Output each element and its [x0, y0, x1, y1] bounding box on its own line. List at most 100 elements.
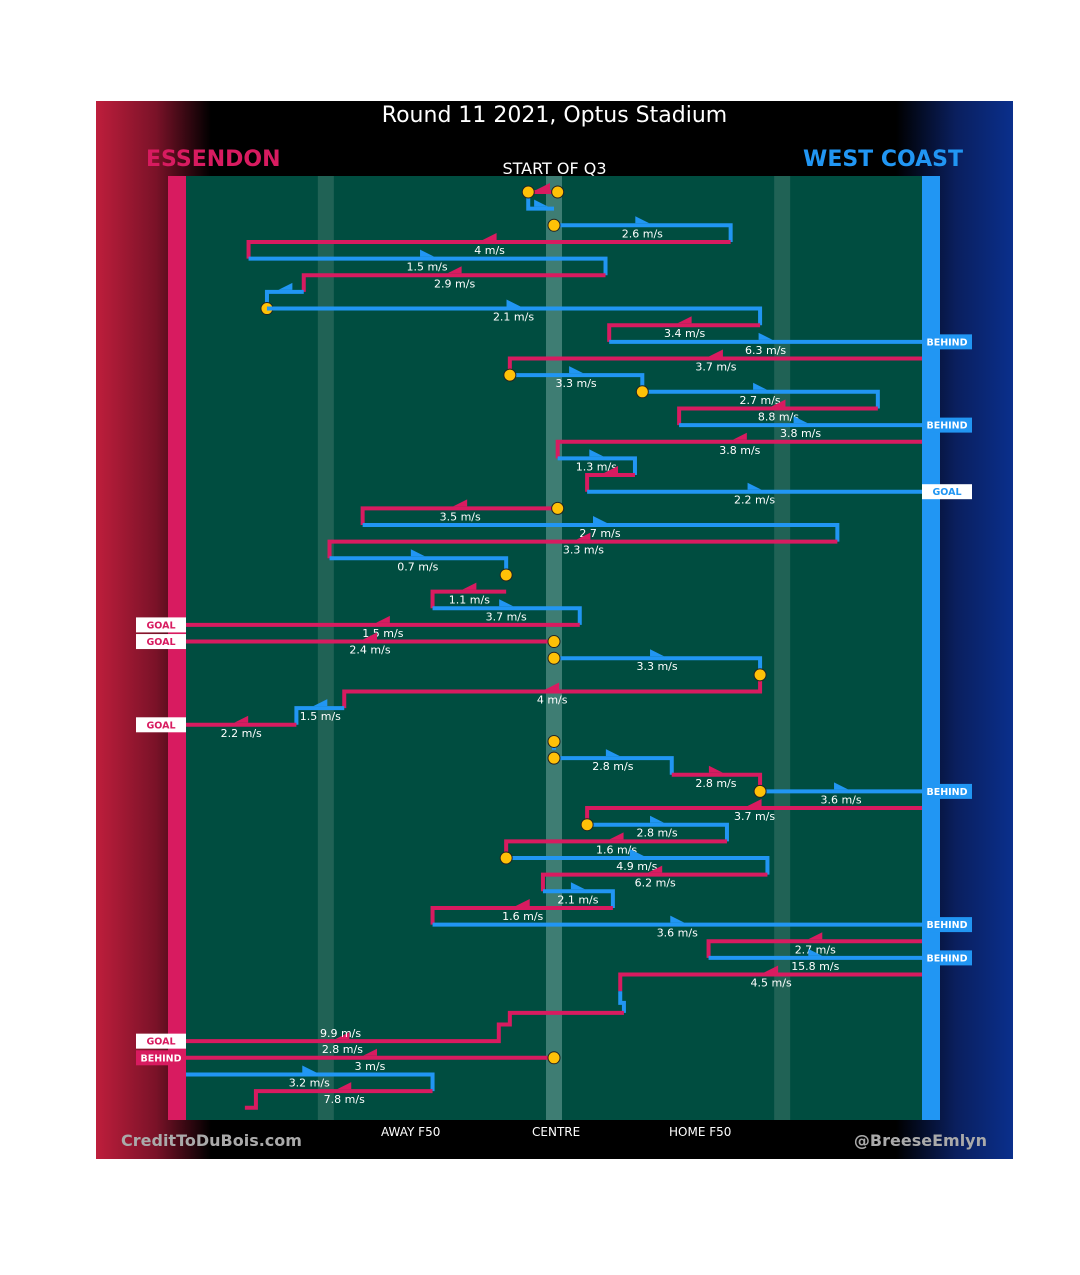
chain-line-45: [618, 972, 922, 992]
chain-arrow-16: [589, 449, 604, 457]
chain-speed-label-2: 2.6 m/s: [622, 227, 663, 240]
home-f50-band: [774, 176, 791, 1120]
chain-arrow-19: [453, 499, 468, 507]
outcome-badge-9: [922, 334, 972, 350]
chain-line-36: [587, 822, 729, 842]
chain-speed-label-15: 3.8 m/s: [719, 444, 760, 457]
chain-arrow-20: [593, 516, 607, 523]
stoppage-marker-27: [547, 651, 561, 665]
chart-frame: Round 11 2021, Optus Stadium ESSENDON WE…: [96, 101, 1013, 1159]
chain-arrow-28: [545, 682, 560, 690]
chain-arrow-15: [732, 432, 747, 440]
chain-speed-label-37: 1.6 m/s: [596, 843, 637, 856]
chart-title: Round 11 2021, Optus Stadium: [381, 103, 728, 128]
chain-speed-label-28: 4 m/s: [537, 694, 568, 707]
chain-speed-label-50: 7.8 m/s: [324, 1093, 365, 1106]
chain-speed-label-10: 3.7 m/s: [695, 361, 736, 374]
chain-line-21: [327, 539, 838, 559]
chain-arrow-34: [834, 782, 849, 790]
outcome-badge-25: [136, 617, 186, 633]
chain-speed-label-27: 3.3 m/s: [636, 660, 677, 673]
chain-arrow-24: [499, 599, 514, 607]
outcome-label-30: GOAL: [146, 720, 175, 731]
outcome-label-18: GOAL: [932, 487, 961, 498]
chain-arrow-0: [535, 183, 550, 190]
chain-speed-label-44: 15.8 m/s: [791, 960, 839, 973]
chain-arrow-6: [278, 282, 293, 290]
chain-line-4: [248, 256, 608, 276]
outcome-badge-26: [136, 634, 186, 650]
west-coast-goal-line: [922, 176, 940, 1120]
chain-arrow-26: [363, 632, 377, 640]
chain-speed-label-47: 2.8 m/s: [322, 1043, 363, 1056]
chain-arrow-7: [506, 299, 521, 307]
chain-line-41: [430, 905, 613, 925]
credit-right: @BreeseEmlyn: [853, 1131, 987, 1150]
chain-arrow-1: [534, 199, 549, 207]
extra-speed-label-0: 9.9 m/s: [320, 1027, 361, 1040]
chain-line-43: [706, 939, 922, 958]
outcome-label-26: GOAL: [146, 637, 175, 648]
outcome-label-9: BEHIND: [926, 337, 967, 348]
chain-line-28: [342, 674, 763, 709]
chain-speed-label-36: 2.8 m/s: [636, 827, 677, 840]
chain-line-29: [294, 706, 345, 725]
chain-arrow-14: [793, 416, 808, 424]
chain-speed-label-48: 3 m/s: [355, 1060, 386, 1073]
chain-arrow-30: [234, 715, 249, 723]
chain-line-17: [585, 473, 635, 492]
stoppage-marker-22: [499, 568, 513, 582]
chain-speed-label-49: 3.2 m/s: [289, 1076, 330, 1089]
outcome-badge-42: [922, 917, 972, 933]
chain-arrow-50: [337, 1082, 352, 1090]
stoppage-marker-31: [547, 734, 561, 748]
chain-arrow-9: [758, 332, 773, 340]
chain-speed-label-43: 2.7 m/s: [795, 943, 836, 956]
chain-speed-label-7: 2.1 m/s: [493, 311, 534, 324]
chain-arrow-32: [605, 749, 620, 757]
away-f50-band: [317, 176, 334, 1120]
chain-arrow-29: [313, 699, 328, 707]
chain-arrow-35: [747, 799, 762, 807]
chain-line-50: [244, 1089, 433, 1110]
outcome-badge-34: [922, 783, 972, 799]
chain-arrow-43: [808, 932, 823, 940]
chain-speed-label-4: 1.5 m/s: [406, 261, 447, 274]
chain-line-39: [540, 872, 768, 892]
credit-left: CreditToDuBois.com: [121, 1131, 302, 1150]
chain-speed-label-30: 2.2 m/s: [221, 727, 262, 740]
team-right-name: WEST COAST: [803, 147, 963, 172]
chain-arrow-39: [648, 865, 663, 873]
chain-line-5: [301, 273, 606, 292]
chain-arrow-2: [635, 216, 650, 224]
stoppage-marker-2: [547, 218, 561, 232]
chain-speed-label-21: 3.3 m/s: [563, 544, 604, 557]
chain-arrow-44: [808, 948, 823, 956]
chain-speed-label-34: 3.6 m/s: [820, 793, 861, 806]
chain-arrow-37: [609, 832, 624, 840]
chain-arrow-40: [570, 882, 585, 890]
chain-speed-label-18: 2.2 m/s: [734, 494, 775, 507]
chain-line-8: [607, 323, 761, 342]
team-left-name: ESSENDON: [146, 147, 281, 172]
stoppage-marker-11: [503, 368, 517, 382]
chain-arrow-47: [335, 1032, 350, 1040]
chain-arrow-36: [650, 815, 665, 823]
chain-arrow-22: [410, 549, 425, 557]
stoppage-marker-28: [753, 668, 767, 682]
chain-line-3: [246, 239, 731, 259]
chain-speed-label-24: 3.7 m/s: [486, 610, 527, 623]
chain-line-40: [542, 889, 615, 908]
chain-arrow-10: [708, 349, 723, 357]
chain-speed-label-14: 3.8 m/s: [780, 427, 821, 440]
chain-arrow-4: [420, 249, 435, 257]
chart-subtitle: START OF Q3: [502, 159, 607, 178]
chain-line-13: [677, 406, 878, 426]
stoppage-marker-0: [551, 185, 565, 199]
chain-arrow-21: [576, 532, 591, 540]
chain-speed-label-32: 2.8 m/s: [592, 760, 633, 773]
chain-arrow-23: [462, 582, 477, 590]
chain-arrow-45: [764, 965, 779, 973]
possession-chain-chart: 2.6 m/s 4 m/s 1.5 m/s 2.9 m/s 2.1 m/s 3.4 m/s…: [136, 176, 972, 1120]
chain-speed-label-38: 4.9 m/s: [616, 860, 657, 873]
